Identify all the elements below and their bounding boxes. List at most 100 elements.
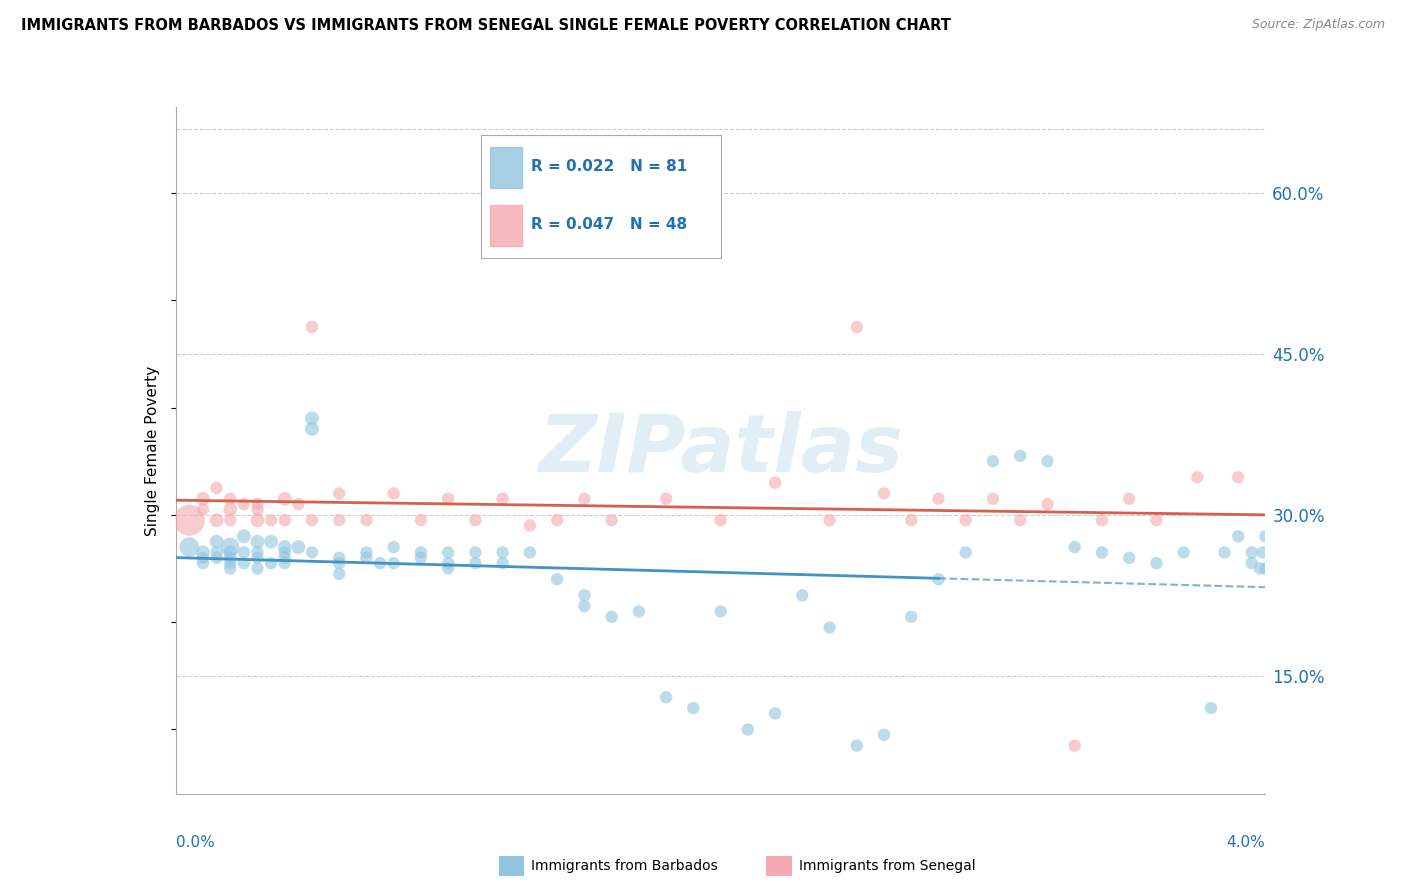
- Point: [409, 513, 432, 527]
- Point: [409, 550, 432, 565]
- Point: [955, 513, 977, 527]
- Point: [1036, 497, 1059, 511]
- Point: [1254, 529, 1277, 543]
- Point: [710, 513, 733, 527]
- Point: [328, 486, 350, 500]
- Point: [955, 545, 977, 559]
- Point: [1091, 545, 1114, 559]
- Point: [763, 706, 786, 721]
- Point: [274, 550, 297, 565]
- Point: [232, 497, 254, 511]
- Text: Immigrants from Barbados: Immigrants from Barbados: [531, 859, 718, 873]
- Point: [437, 491, 460, 506]
- Point: [1144, 513, 1167, 527]
- Point: [1118, 491, 1140, 506]
- Text: Immigrants from Senegal: Immigrants from Senegal: [799, 859, 976, 873]
- Point: [1240, 545, 1263, 559]
- Point: [1249, 561, 1271, 575]
- Text: 4.0%: 4.0%: [1226, 835, 1265, 850]
- Point: [1213, 545, 1236, 559]
- Point: [219, 513, 242, 527]
- Point: [219, 545, 242, 559]
- Point: [274, 540, 297, 554]
- Point: [574, 599, 596, 613]
- Point: [1144, 556, 1167, 570]
- Point: [464, 545, 486, 559]
- Point: [219, 502, 242, 516]
- Point: [737, 723, 759, 737]
- Point: [232, 556, 254, 570]
- Point: [191, 550, 214, 565]
- Point: [900, 513, 922, 527]
- Text: 0.0%: 0.0%: [176, 835, 215, 850]
- Point: [437, 545, 460, 559]
- Point: [1036, 454, 1059, 468]
- Point: [437, 556, 460, 570]
- Point: [763, 475, 786, 490]
- Point: [219, 550, 242, 565]
- Point: [464, 513, 486, 527]
- Point: [546, 513, 568, 527]
- Point: [464, 556, 486, 570]
- Point: [219, 540, 242, 554]
- Point: [600, 609, 623, 624]
- Point: [710, 604, 733, 618]
- Text: IMMIGRANTS FROM BARBADOS VS IMMIGRANTS FROM SENEGAL SINGLE FEMALE POVERTY CORREL: IMMIGRANTS FROM BARBADOS VS IMMIGRANTS F…: [21, 18, 950, 33]
- Point: [219, 561, 242, 575]
- Point: [356, 550, 378, 565]
- Point: [1010, 449, 1032, 463]
- Point: [274, 491, 297, 506]
- Point: [1063, 739, 1085, 753]
- Point: [246, 502, 269, 516]
- Point: [1240, 556, 1263, 570]
- Point: [301, 422, 323, 436]
- Point: [1227, 529, 1250, 543]
- Point: [492, 545, 515, 559]
- Point: [382, 486, 405, 500]
- Point: [1173, 545, 1195, 559]
- Point: [655, 491, 678, 506]
- Point: [492, 491, 515, 506]
- Point: [179, 513, 201, 527]
- Point: [682, 701, 704, 715]
- Point: [1091, 513, 1114, 527]
- Point: [928, 491, 950, 506]
- Point: [205, 481, 228, 495]
- Point: [274, 556, 297, 570]
- Text: Source: ZipAtlas.com: Source: ZipAtlas.com: [1251, 18, 1385, 31]
- Point: [260, 534, 283, 549]
- Point: [382, 556, 405, 570]
- Point: [356, 513, 378, 527]
- Point: [928, 572, 950, 586]
- Point: [1199, 701, 1222, 715]
- Point: [191, 545, 214, 559]
- Point: [900, 609, 922, 624]
- Point: [260, 556, 283, 570]
- Point: [845, 320, 868, 334]
- Point: [1010, 513, 1032, 527]
- Point: [873, 728, 896, 742]
- Point: [328, 556, 350, 570]
- Point: [260, 513, 283, 527]
- Point: [1187, 470, 1209, 484]
- Point: [627, 604, 650, 618]
- Point: [205, 513, 228, 527]
- Point: [1251, 545, 1274, 559]
- Point: [205, 545, 228, 559]
- Point: [246, 561, 269, 575]
- Point: [191, 491, 214, 506]
- Point: [492, 556, 515, 570]
- Point: [328, 550, 350, 565]
- Point: [232, 545, 254, 559]
- Point: [368, 556, 391, 570]
- Point: [818, 513, 841, 527]
- Point: [219, 491, 242, 506]
- Point: [546, 572, 568, 586]
- Point: [219, 556, 242, 570]
- Point: [1118, 550, 1140, 565]
- Point: [328, 566, 350, 581]
- Text: ZIPatlas: ZIPatlas: [538, 411, 903, 490]
- Point: [409, 545, 432, 559]
- Point: [382, 540, 405, 554]
- Point: [274, 545, 297, 559]
